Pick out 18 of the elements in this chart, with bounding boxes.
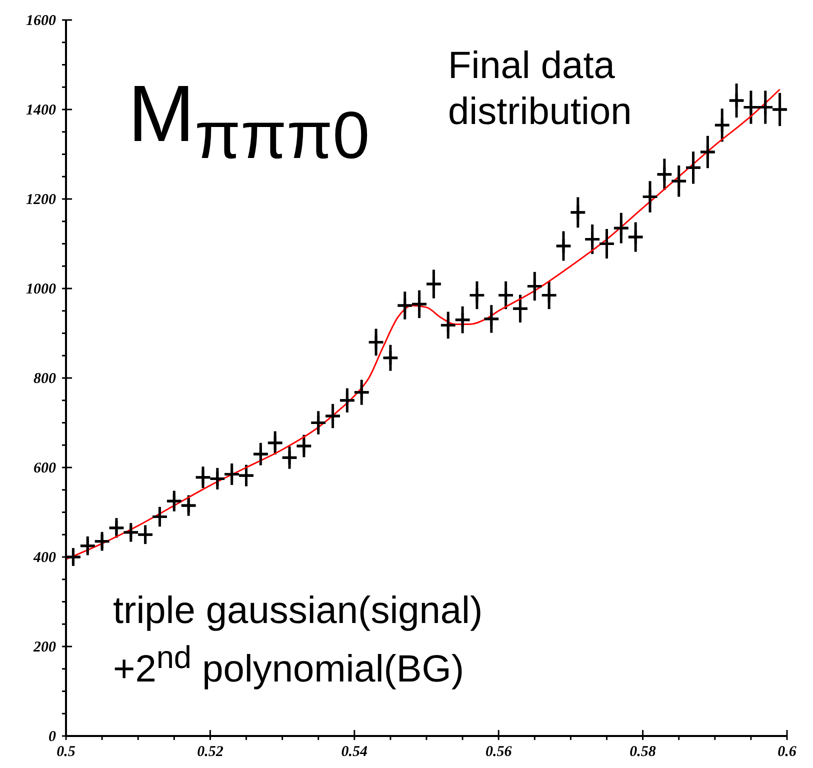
annotation: Final data distribution xyxy=(448,44,632,135)
y-tick-label: 1200 xyxy=(26,192,56,208)
y-tick-label: 400 xyxy=(32,550,56,566)
y-tick-label: 600 xyxy=(34,460,56,476)
y-tick-label: 1400 xyxy=(26,102,56,118)
annotation: triple gaussian(signal) +2$^{nd}$ polynomial(BG) xyxy=(113,589,483,693)
x-tick-label: 0.5 xyxy=(56,744,76,760)
x-tick-label: 0.6 xyxy=(778,744,797,760)
x-tick-label: 0.52 xyxy=(197,744,224,760)
y-tick-label: 200 xyxy=(32,640,56,656)
y-tick-label: 1000 xyxy=(26,282,56,298)
y-tick-label: 0 xyxy=(48,729,56,745)
x-tick-label: 0.58 xyxy=(630,744,656,760)
annotation: M$_{πππ0}$ xyxy=(128,68,370,174)
x-tick-label: 0.56 xyxy=(485,744,512,760)
y-tick-label: 1600 xyxy=(26,13,56,29)
y-tick-label: 800 xyxy=(34,371,56,387)
x-tick-label: 0.54 xyxy=(341,744,368,760)
